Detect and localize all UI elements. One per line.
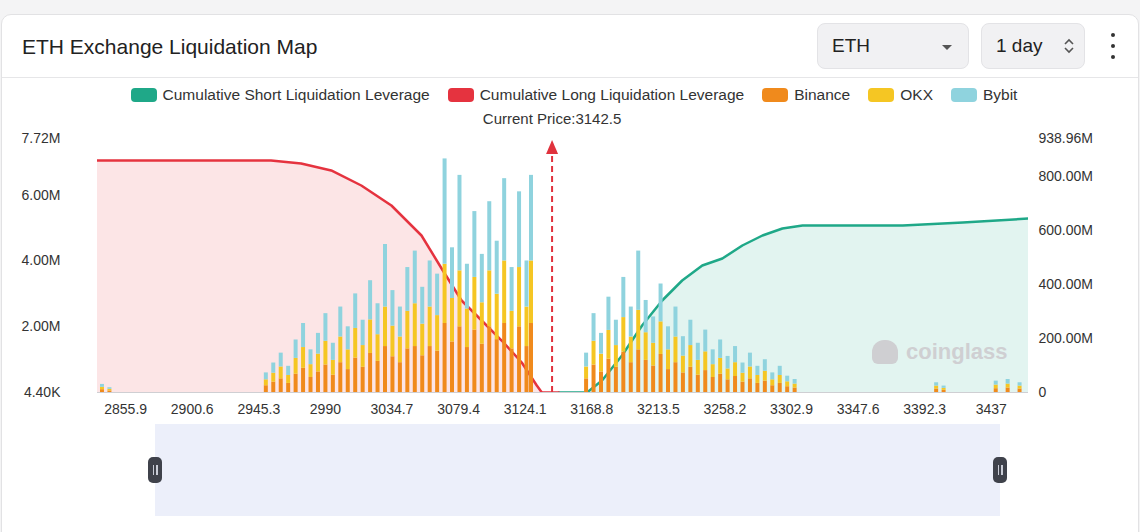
- svg-text:7.72M: 7.72M: [22, 130, 61, 146]
- svg-text:2945.3: 2945.3: [237, 401, 280, 417]
- html-text:Current Price:3142.5: Current Price:3142.5: [482, 110, 622, 127]
- svg-text:3213.5: 3213.5: [637, 401, 680, 417]
- svg-text:2900.6: 2900.6: [171, 401, 214, 417]
- html-text:ETH: ETH: [832, 35, 870, 56]
- html-text:Cumulative Short Liquidation L: Cumulative Short Liquidation Leverage: [162, 86, 430, 103]
- svg-text:3168.8: 3168.8: [570, 401, 613, 417]
- svg-text:3302.9: 3302.9: [770, 401, 813, 417]
- svg-text:4.00M: 4.00M: [22, 252, 61, 268]
- html-text:Cumulative Long Liquidation Le: Cumulative Long Liquidation Leverage: [479, 86, 745, 103]
- svg-text:3437: 3437: [976, 401, 1007, 417]
- html-text:1 day: 1 day: [996, 35, 1043, 56]
- svg-text:3347.6: 3347.6: [837, 401, 880, 417]
- svg-text:800.00M: 800.00M: [1039, 168, 1093, 184]
- svg-text:200.00M: 200.00M: [1039, 330, 1093, 346]
- svg-text:0: 0: [1039, 384, 1047, 400]
- svg-text:3258.2: 3258.2: [704, 401, 747, 417]
- svg-text:3079.4: 3079.4: [437, 401, 480, 417]
- svg-text:3124.1: 3124.1: [504, 401, 547, 417]
- svg-text:2.00M: 2.00M: [22, 318, 61, 334]
- svg-text:2855.9: 2855.9: [104, 401, 147, 417]
- svg-text:2990: 2990: [310, 401, 341, 417]
- html-text:Bybit: Bybit: [983, 86, 1018, 103]
- svg-text:3034.7: 3034.7: [371, 401, 414, 417]
- svg-text:6.00M: 6.00M: [22, 187, 61, 203]
- html-text:OKX: OKX: [900, 86, 933, 103]
- svg-text:400.00M: 400.00M: [1039, 276, 1093, 292]
- svg-text:4.40K: 4.40K: [24, 384, 61, 400]
- svg-text:600.00M: 600.00M: [1039, 222, 1093, 238]
- svg-text:3392.3: 3392.3: [903, 401, 946, 417]
- html-text:ETH Exchange Liquidation Map: ETH Exchange Liquidation Map: [22, 35, 318, 58]
- html-text:Binance: Binance: [794, 86, 851, 103]
- svg-text:938.96M: 938.96M: [1039, 130, 1093, 146]
- html-text:coinglass: coinglass: [906, 339, 1008, 364]
